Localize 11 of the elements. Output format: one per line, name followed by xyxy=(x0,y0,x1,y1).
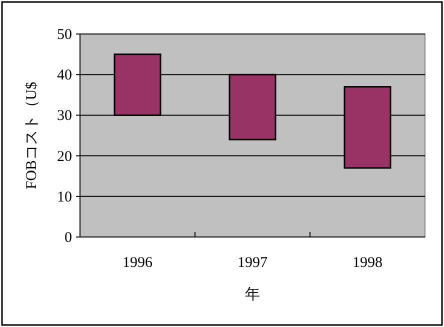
x-axis-title: 年 xyxy=(245,286,260,303)
y-axis-title: FOBコスト（U$ xyxy=(24,81,40,190)
x-tick-label: 1997 xyxy=(238,255,268,271)
x-tick-label: 1998 xyxy=(352,255,382,271)
y-tick-label: 50 xyxy=(57,27,72,43)
y-tick-label: 30 xyxy=(57,108,72,124)
y-tick-label: 10 xyxy=(57,189,72,206)
y-tick-label: 0 xyxy=(64,230,72,246)
x-tick-label: 1996 xyxy=(122,255,153,271)
y-tick-label: 20 xyxy=(57,148,72,165)
y-tick-label: 40 xyxy=(57,68,72,84)
